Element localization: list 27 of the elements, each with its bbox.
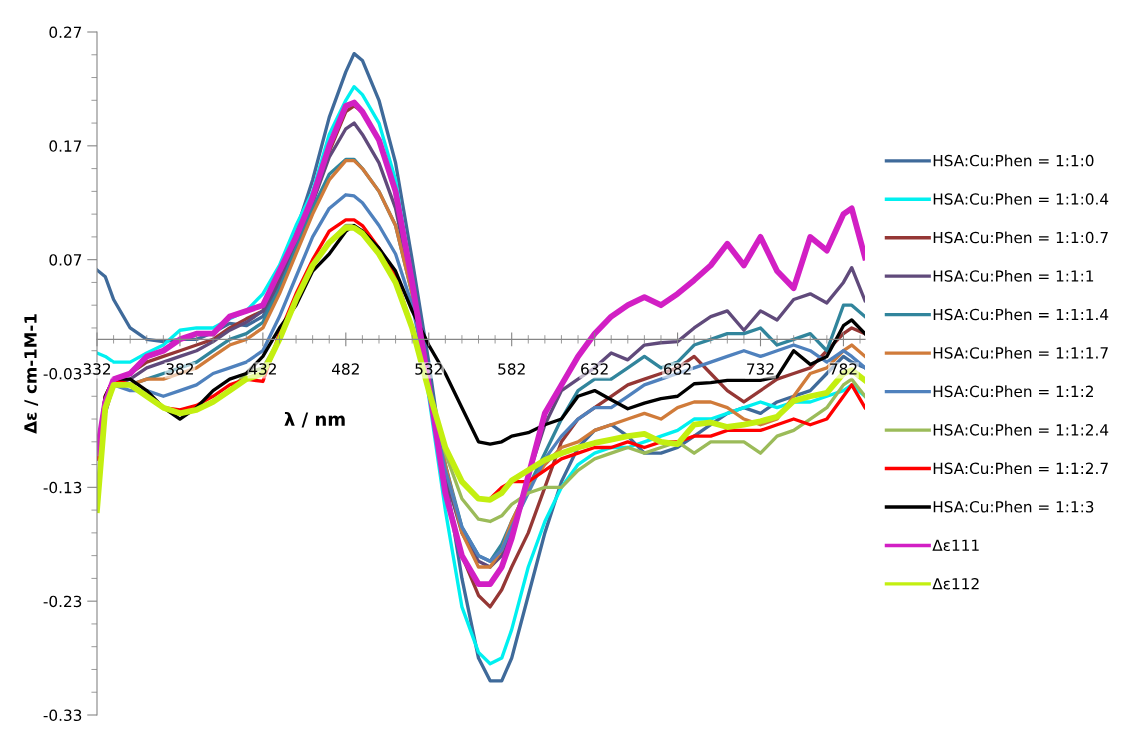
x-tick-label: 482 bbox=[331, 363, 359, 375]
legend-label: HSA:Cu:Phen = 1:1:2 bbox=[933, 385, 1093, 398]
legend-label: Δε112 bbox=[932, 577, 979, 590]
y-tick-label: 0.07 bbox=[49, 254, 82, 266]
x-tick-label: 332 bbox=[83, 363, 111, 375]
y-tick-label: -0.23 bbox=[43, 595, 82, 608]
legend-label: HSA:Cu:Phen = 1:1:0 bbox=[933, 154, 1094, 167]
y-tick-label: 0.27 bbox=[49, 26, 82, 39]
legend-label: HSA:Cu:Phen = 1:1:0.7 bbox=[933, 231, 1108, 244]
legend-label: HSA:Cu:Phen = 1:1:1.7 bbox=[933, 346, 1108, 359]
y-tick-label: -0.03 bbox=[43, 367, 82, 380]
legend-label: HSA:Cu:Phen = 1:1:3 bbox=[933, 500, 1094, 513]
y-tick-label: -0.13 bbox=[43, 481, 82, 494]
legend-label: HSA:Cu:Phen = 1:1:2.7 bbox=[933, 462, 1108, 475]
x-tick-label: 782 bbox=[830, 363, 857, 375]
x-tick-label: 582 bbox=[498, 363, 525, 375]
legend-label: HSA:Cu:Phen = 1:1:0.4 bbox=[933, 193, 1109, 205]
y-tick-label: 0.17 bbox=[49, 140, 82, 152]
legend-label: HSA:Cu:Phen = 1:1:1 bbox=[933, 269, 1094, 282]
legend-label: HSA:Cu:Phen = 1:1:1.4 bbox=[933, 308, 1109, 321]
x-axis-title: λ / nm bbox=[284, 412, 345, 428]
x-tick-label: 532 bbox=[415, 363, 442, 375]
y-axis-title: Δε / cm-1M-1 bbox=[24, 314, 39, 434]
legend-label: Δε111 bbox=[932, 539, 979, 552]
x-tick-label: 732 bbox=[747, 363, 774, 375]
y-tick-label: -0.33 bbox=[43, 709, 82, 722]
legend-label: HSA:Cu:Phen = 1:1:2.4 bbox=[933, 423, 1109, 436]
